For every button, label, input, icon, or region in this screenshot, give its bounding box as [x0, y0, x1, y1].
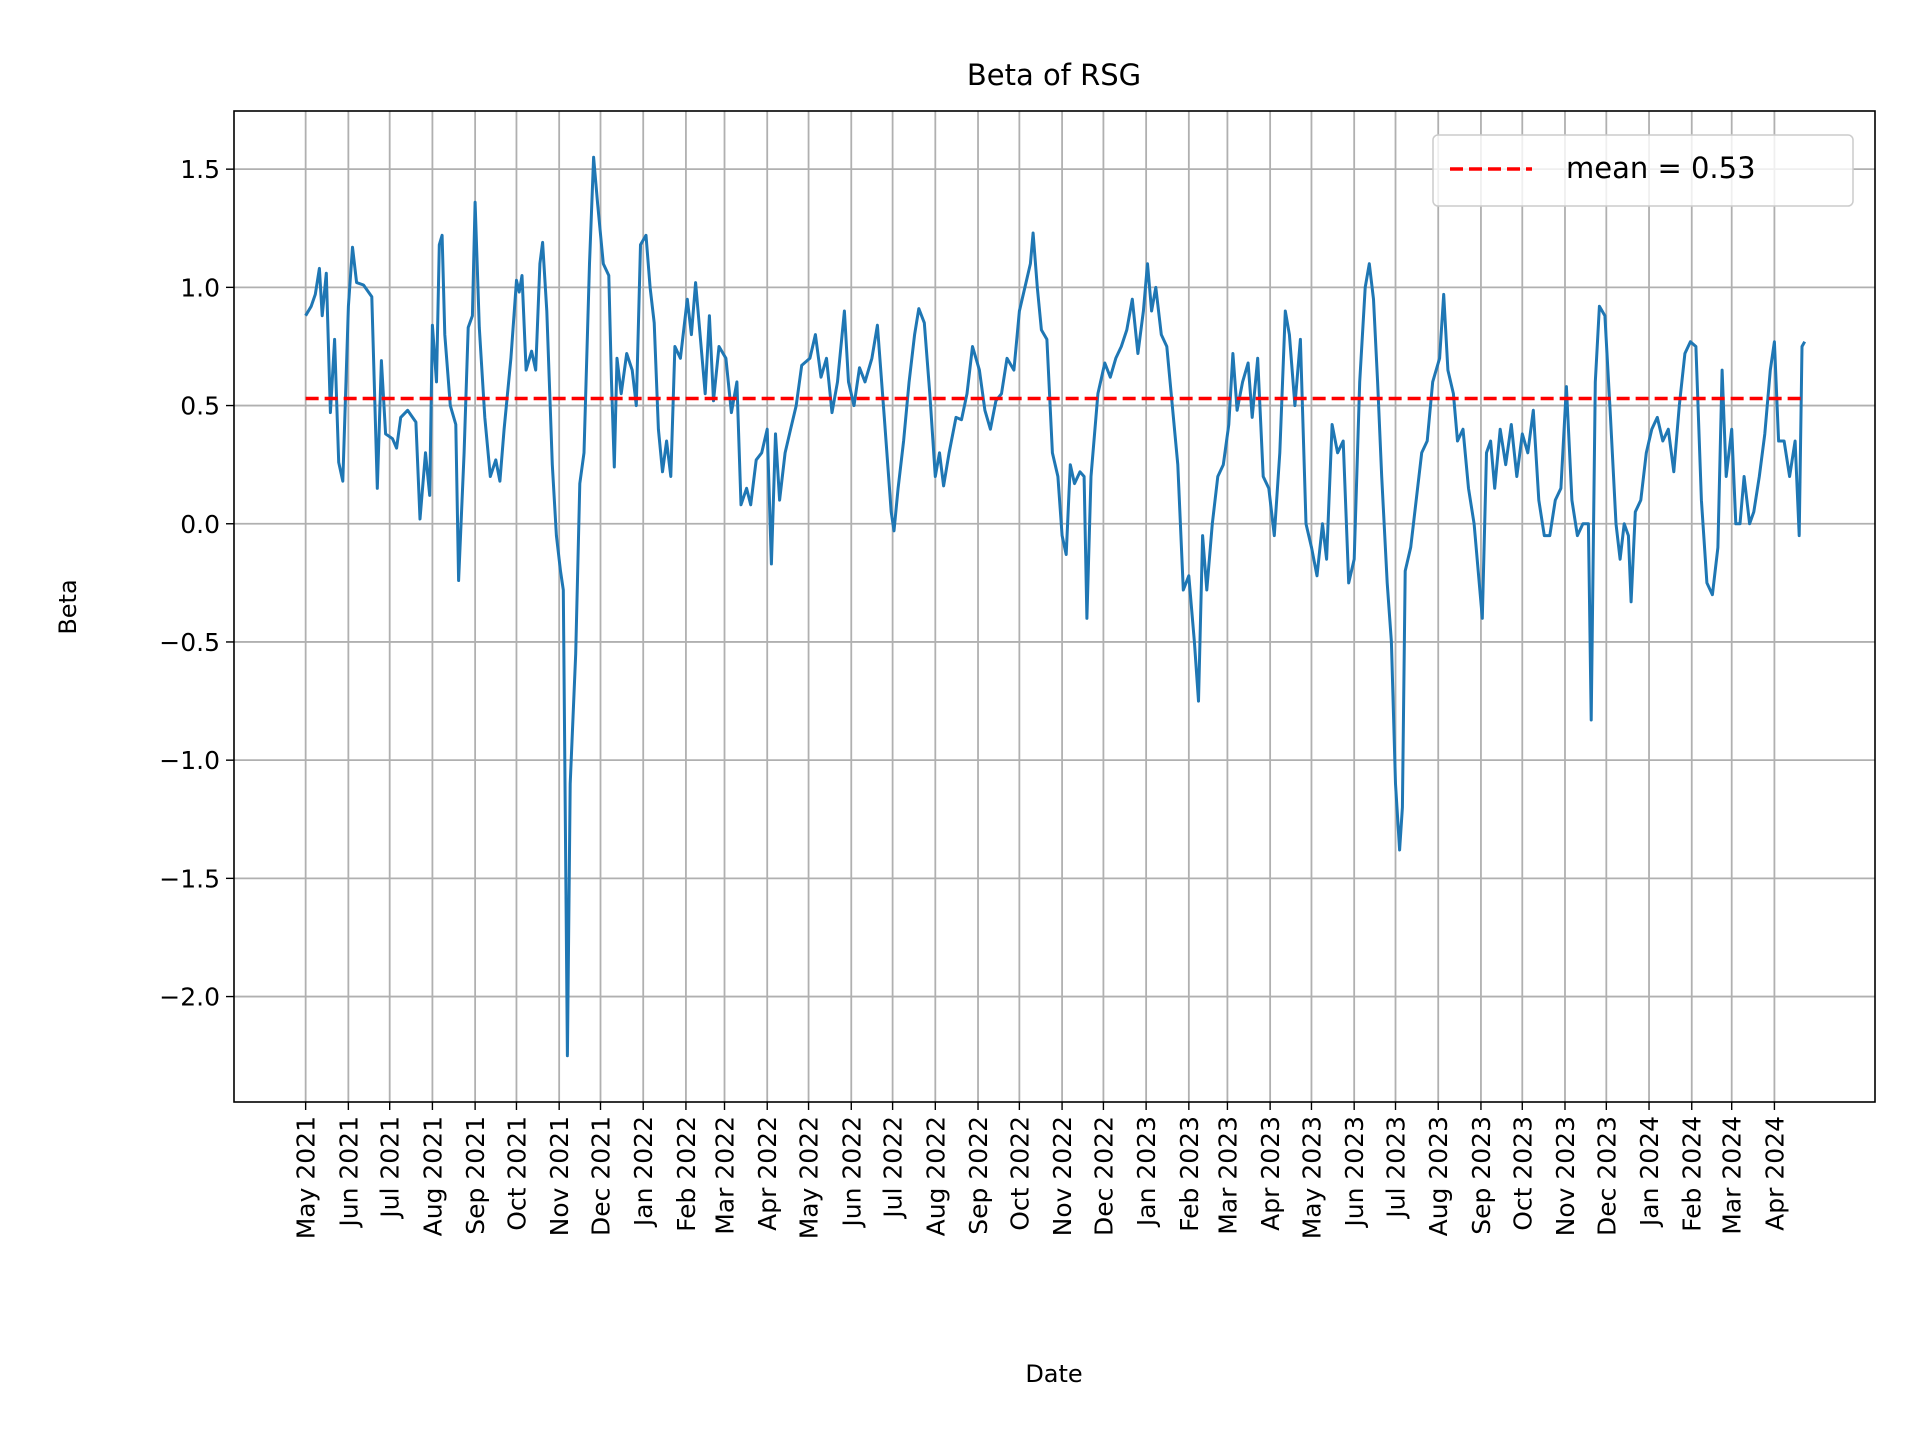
- x-tick-label: Jan 2022: [629, 1116, 658, 1228]
- x-tick-label: Aug 2022: [921, 1116, 950, 1236]
- x-tick-label: Nov 2021: [545, 1116, 574, 1236]
- x-tick-label: Sep 2021: [461, 1116, 490, 1235]
- y-tick-label: 1.5: [180, 155, 220, 184]
- y-tick-label: 1.0: [180, 273, 220, 302]
- x-tick-label: Jul 2023: [1382, 1116, 1411, 1220]
- x-tick-label: May 2023: [1297, 1116, 1326, 1239]
- x-tick-label: Jan 2024: [1635, 1116, 1664, 1228]
- beta-series-line: [304, 155, 1807, 1058]
- x-tick-label: Dec 2022: [1089, 1116, 1118, 1236]
- x-tick-label: Jun 2023: [1340, 1116, 1369, 1229]
- chart-title: Beta of RSG: [967, 58, 1141, 92]
- y-tick-label: −1.0: [159, 746, 220, 775]
- y-tick-label: 0.0: [180, 510, 220, 539]
- x-tick-label: Oct 2023: [1508, 1116, 1537, 1231]
- x-tick-label: Aug 2021: [418, 1116, 447, 1236]
- x-tick-label: Nov 2023: [1551, 1116, 1580, 1236]
- x-tick-label: Mar 2022: [711, 1116, 740, 1235]
- legend-box: [1432, 134, 1854, 207]
- y-axis: −2.0 −1.5 −1.0 −0.5 0.0 0.5 1.0 1.5: [159, 155, 234, 1012]
- x-tick-label: Jul 2021: [376, 1116, 405, 1220]
- x-tick-label: Jun 2022: [837, 1116, 866, 1229]
- x-tick-label: Feb 2023: [1175, 1116, 1204, 1232]
- x-tick-label: Mar 2023: [1213, 1116, 1242, 1235]
- plot-area: [304, 155, 1807, 1058]
- x-tick-label: Apr 2023: [1256, 1116, 1285, 1231]
- x-axis-label: Date: [1025, 1360, 1082, 1388]
- x-tick-label: Jan 2023: [1132, 1116, 1161, 1228]
- x-tick-label: Apr 2022: [753, 1116, 782, 1231]
- x-tick-label: May 2021: [292, 1116, 321, 1239]
- x-tick-label: Oct 2022: [1005, 1116, 1034, 1231]
- x-tick-label: Mar 2024: [1718, 1116, 1747, 1235]
- axes-frame: [233, 110, 1876, 1103]
- x-axis: May 2021 Jun 2021 Jul 2021 Aug 2021 Sep 2021…: [292, 1102, 1789, 1239]
- legend: mean = 0.53: [1432, 134, 1854, 207]
- x-tick-label: Oct 2021: [502, 1116, 531, 1231]
- y-tick-label: 0.5: [180, 392, 220, 421]
- x-tick-label: Feb 2022: [672, 1116, 701, 1232]
- y-tick-label: −2.0: [159, 983, 220, 1012]
- x-tick-label: May 2022: [795, 1116, 824, 1239]
- x-tick-label: Nov 2022: [1048, 1116, 1077, 1236]
- x-tick-label: Apr 2024: [1760, 1116, 1789, 1231]
- y-tick-label: −1.5: [159, 864, 220, 893]
- x-tick-label: Jun 2021: [334, 1116, 363, 1229]
- y-axis-label: Beta: [54, 579, 82, 634]
- x-tick-label: Sep 2023: [1467, 1116, 1496, 1235]
- y-tick-label: −0.5: [159, 628, 220, 657]
- legend-mean-label: mean = 0.53: [1566, 151, 1756, 185]
- x-tick-label: Dec 2023: [1592, 1116, 1621, 1236]
- x-tick-label: Sep 2022: [964, 1116, 993, 1235]
- x-tick-label: Aug 2023: [1424, 1116, 1453, 1236]
- x-tick-label: Feb 2024: [1678, 1116, 1707, 1232]
- x-tick-label: Dec 2021: [587, 1116, 616, 1236]
- x-tick-label: Jul 2022: [879, 1116, 908, 1220]
